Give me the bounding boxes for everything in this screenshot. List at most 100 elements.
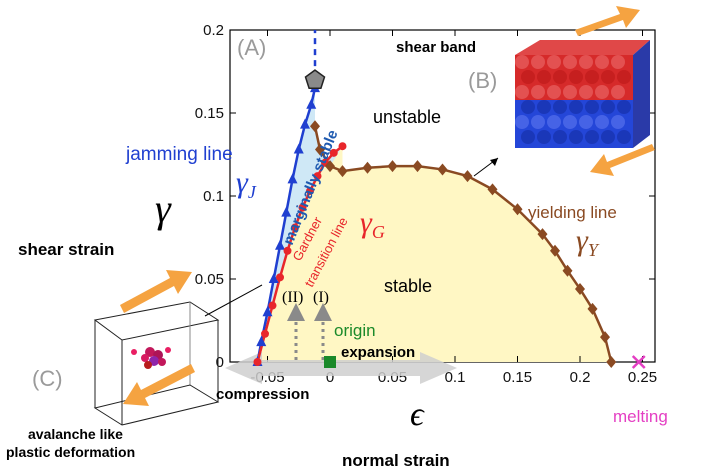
jamming-triangle-marker (287, 173, 298, 184)
gardner-circle-marker (306, 187, 314, 196)
yielding-diamond-marker (575, 282, 585, 295)
particle-bead (595, 85, 609, 99)
x-tick-label: 0.15 (503, 369, 532, 386)
jamming-triangle-marker (275, 239, 285, 250)
particle-bead (569, 100, 583, 114)
y-axis-text: shear strain (18, 240, 114, 259)
shear-band-label: shear band (396, 39, 476, 56)
particle-bead (553, 130, 567, 144)
particle-bead (585, 130, 599, 144)
particle-bead (617, 100, 631, 114)
particle-bead (547, 55, 561, 69)
gardner-circle-marker (276, 273, 284, 282)
yielding-diamond-marker (600, 331, 610, 344)
yielding-diamond-marker (512, 203, 523, 216)
jamming-triangle-marker (268, 273, 279, 283)
particle-bead (547, 115, 561, 129)
jamming-triangle-marker (256, 336, 267, 347)
avalanche-label-line1: avalanche like (28, 426, 123, 442)
particle-bead (563, 55, 577, 69)
panel-c-label: (C) (32, 366, 63, 391)
particle-bead (515, 55, 529, 69)
particle-bead (537, 130, 551, 144)
panel-a-label: (A) (237, 35, 266, 60)
particle-bead (563, 115, 577, 129)
particle-bead (521, 130, 535, 144)
particle-bead (521, 70, 535, 84)
particle-bead (553, 70, 567, 84)
pointer-to-inset-c (204, 284, 263, 317)
particle-bead (569, 70, 583, 84)
unstable-region-label: unstable (373, 107, 441, 127)
pointer-arrowhead-b (490, 158, 498, 166)
yielding-diamond-marker (315, 143, 325, 156)
gardner-circle-marker (329, 148, 338, 157)
yielding-diamond-marker (487, 183, 498, 196)
x-tick-label: 0.1 (445, 369, 466, 386)
jamming-line-label: jamming line (125, 144, 233, 165)
particle-bead (585, 100, 599, 114)
avalanche-label-line2: plastic deformation (6, 444, 135, 460)
marginally-stable-region (257, 88, 343, 362)
yielding-diamond-marker (412, 160, 423, 173)
melting-point (631, 355, 646, 369)
particle-bead (531, 85, 545, 99)
y-tick-label: 0.15 (195, 105, 224, 122)
gardner-circle-marker (338, 142, 347, 151)
particle-bead (601, 130, 615, 144)
particle-bead (595, 115, 609, 129)
particle-bead (547, 85, 561, 99)
expansion-label: expansion (341, 344, 415, 361)
melting-label: melting (613, 407, 668, 426)
gardner-circle-marker (313, 172, 322, 181)
particle-bead (601, 70, 615, 84)
gamma-j-label: γJ (236, 166, 257, 202)
orange-arrow-c-bottom (123, 364, 195, 406)
yielding-diamond-marker (437, 163, 448, 176)
orange-arrow-c-top (120, 270, 192, 313)
particle-bead (611, 115, 625, 129)
yielding-diamond-marker (362, 161, 373, 174)
gardner-circle-marker (253, 358, 262, 366)
jamming-triangle-marker (293, 143, 304, 154)
label-i: (I) (313, 289, 329, 306)
compression-expansion-arrow (225, 352, 457, 384)
stable-region (257, 146, 612, 362)
label-ii: (II) (282, 289, 303, 306)
particle-bead (611, 55, 625, 69)
y-tick-label: 0.2 (203, 22, 224, 39)
inset-b-shear-band (515, 40, 650, 148)
yielding-diamond-marker (562, 264, 573, 277)
particle-bead (595, 55, 609, 69)
yielding-diamond-marker (537, 228, 548, 241)
gamma-y-label: γY (576, 224, 600, 260)
jamming-triangle-marker (262, 306, 273, 317)
yielding-diamond-marker (462, 170, 473, 183)
orange-arrow-top-right (575, 6, 640, 36)
orange-arrow-bottom-left (590, 144, 655, 176)
melting-x-stroke (631, 355, 646, 369)
x-axis-text: normal strain (342, 451, 450, 470)
yielding-diamond-marker (550, 244, 560, 257)
gamma-g-label: γG (360, 206, 385, 242)
yielding-diamond-marker (387, 160, 398, 173)
particle-bead (531, 55, 545, 69)
jamming-triangle-marker (300, 118, 310, 129)
particle-bead (617, 130, 631, 144)
y-tick-label: 0.1 (203, 188, 224, 205)
yielding-diamond-marker (587, 302, 598, 315)
particle-bead (579, 55, 593, 69)
gardner-circle-marker (283, 246, 292, 255)
particle-bead (515, 85, 529, 99)
origin-point (324, 356, 336, 368)
particle-bead (617, 70, 631, 84)
x-tick-label: 0 (326, 369, 334, 386)
x-tick-label: 0.2 (570, 369, 591, 386)
yielding-diamond-marker (606, 356, 617, 368)
particle-bead (579, 85, 593, 99)
stable-region-label: stable (384, 276, 432, 296)
particle-bead (537, 70, 551, 84)
gardner-circle-marker (268, 301, 277, 310)
particle-bead (531, 115, 545, 129)
